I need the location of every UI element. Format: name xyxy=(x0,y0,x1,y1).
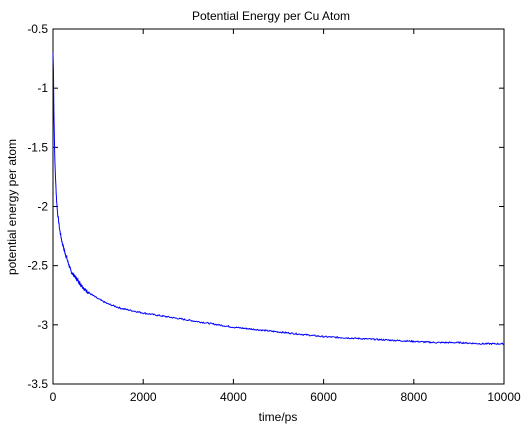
x-tick-label: 8000 xyxy=(400,390,427,404)
y-tick-label: -1 xyxy=(37,81,48,95)
x-tick-label: 6000 xyxy=(310,390,337,404)
x-axis-title: time/ps xyxy=(259,410,298,424)
y-tick-label: -0.5 xyxy=(27,22,48,36)
series-line xyxy=(52,52,505,346)
x-tick-label: 0 xyxy=(50,390,57,404)
y-tick-label: -2 xyxy=(37,200,48,214)
y-tick-label: -2.5 xyxy=(27,259,48,273)
y-tick-label: -1.5 xyxy=(27,140,48,154)
y-tick-label: -3 xyxy=(37,318,48,332)
x-tick-label: 10000 xyxy=(487,390,521,404)
axis-ticks: 0 2000 4000 6000 8000 10000 -0.5 -1 -1.5 -2 -2.5 -3… xyxy=(27,22,521,404)
chart-title: Potential Energy per Cu Atom xyxy=(192,9,350,23)
x-tick-label: 2000 xyxy=(130,390,157,404)
plot-area xyxy=(52,28,505,385)
y-axis-title: potential energy per atom xyxy=(5,139,19,275)
x-tick-label: 4000 xyxy=(220,390,247,404)
y-tick-label: -3.5 xyxy=(27,377,48,391)
